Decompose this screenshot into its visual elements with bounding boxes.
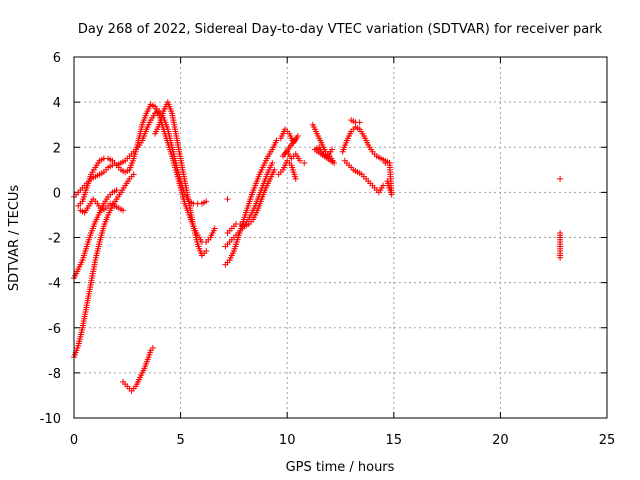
x-tick-label: 25: [599, 433, 616, 448]
data-point: [113, 187, 120, 194]
data-point: [120, 207, 127, 214]
data-point: [273, 137, 280, 144]
x-tick-label: 10: [279, 433, 296, 448]
y-tick-label: 0: [53, 186, 61, 201]
grid: [74, 57, 607, 418]
data-point: [130, 171, 137, 178]
data-point: [386, 184, 393, 191]
plot-frame: [73, 56, 608, 419]
data-point: [149, 345, 156, 352]
axis-ticks: 0 5 10 15 20 25 -10 -8 -6 -4 -2 0 2 4 6: [40, 51, 616, 448]
x-tick-label: 15: [386, 433, 403, 448]
x-axis-label: GPS time / hours: [286, 460, 395, 475]
x-tick-label: 0: [70, 433, 78, 448]
y-tick-label: -4: [48, 277, 61, 292]
data-point: [557, 254, 564, 261]
data-point: [211, 225, 218, 232]
x-tick-label: 5: [176, 433, 184, 448]
series-track-d: [71, 171, 137, 361]
series-track-n: [341, 157, 387, 196]
y-tick-label: -10: [40, 412, 61, 427]
data-point: [269, 160, 276, 167]
series-track-g: [152, 99, 210, 259]
data-point: [271, 166, 278, 173]
data-point: [292, 175, 299, 182]
y-tick-label: 4: [53, 96, 61, 111]
y-tick-label: -6: [48, 322, 61, 337]
series-track-e: [71, 187, 120, 282]
data-point: [296, 157, 303, 164]
data-point: [557, 175, 564, 182]
y-tick-label: 2: [53, 141, 61, 156]
y-tick-label: -8: [48, 367, 61, 382]
y-axis-label: SDTVAR / TECUs: [7, 185, 22, 292]
series-track-j: [222, 160, 276, 250]
data-point: [224, 196, 231, 203]
data-point: [203, 198, 210, 205]
y-tick-label: 6: [53, 51, 61, 66]
data-point: [356, 119, 363, 126]
series-track-f: [120, 345, 156, 394]
series-outliers: [224, 160, 564, 261]
y-tick-label: -2: [48, 232, 61, 247]
chart-title: Day 268 of 2022, Sidereal Day-to-day VTE…: [78, 22, 603, 37]
data-point: [380, 182, 387, 189]
series-track-m: [339, 123, 393, 167]
series-track-o: [348, 117, 395, 198]
series-track-k: [275, 126, 303, 182]
series-track-l: [309, 121, 338, 167]
data-point: [203, 248, 210, 255]
x-tick-label: 20: [492, 433, 509, 448]
data-points: [71, 99, 564, 394]
series-track-h: [222, 137, 280, 268]
data-point: [328, 146, 335, 153]
data-point: [301, 160, 308, 167]
